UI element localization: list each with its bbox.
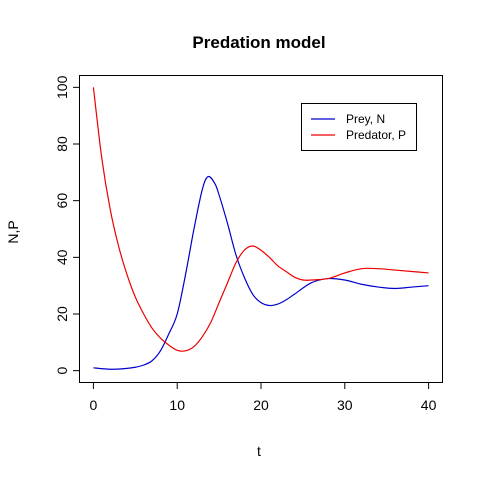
x-tick-label: 40 bbox=[421, 397, 437, 413]
x-axis-label: t bbox=[257, 443, 261, 459]
y-tick-label: 60 bbox=[54, 193, 70, 209]
x-tick-label: 10 bbox=[169, 397, 185, 413]
legend-box bbox=[301, 103, 417, 151]
y-tick-label: 20 bbox=[54, 306, 70, 322]
plot-lines bbox=[92, 87, 429, 370]
legend-label-predator: Predator, P bbox=[346, 128, 406, 142]
x-tick-label: 30 bbox=[337, 397, 353, 413]
y-tick-label: 100 bbox=[54, 75, 70, 99]
y-tick-label: 0 bbox=[54, 367, 70, 375]
legend-label-prey: Prey, N bbox=[346, 112, 385, 126]
x-tick-label: 0 bbox=[90, 397, 98, 413]
x-tick-label: 20 bbox=[253, 397, 269, 413]
legend: Prey, N Predator, P bbox=[301, 103, 417, 151]
chart-title: Predation model bbox=[192, 33, 325, 52]
plot-frame bbox=[79, 75, 443, 383]
series-line-prey bbox=[93, 175, 429, 370]
y-tick-label: 40 bbox=[54, 249, 70, 265]
y-axis: 0 20 40 60 80 100 bbox=[54, 75, 80, 375]
series-line-predator bbox=[92, 87, 429, 352]
y-tick-label: 80 bbox=[54, 136, 70, 152]
x-axis: 0 10 20 30 40 bbox=[90, 382, 437, 413]
y-axis-label: N,P bbox=[5, 220, 21, 243]
